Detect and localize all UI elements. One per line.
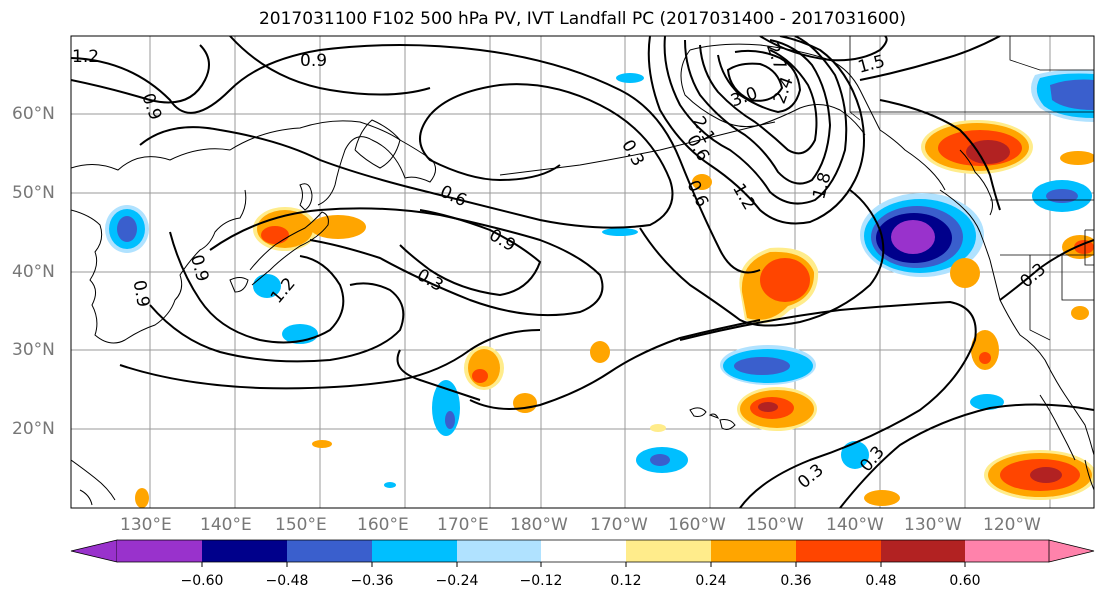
colorbar-bin: [541, 540, 626, 562]
colorbar-bin: [202, 540, 287, 562]
lon-label: 170°E: [437, 515, 489, 535]
anomaly-positive-small-10: [590, 341, 610, 363]
colorbar-tick-label: −0.24: [435, 573, 479, 589]
lon-label: 160°E: [357, 515, 409, 535]
colorbar: [70, 539, 1095, 567]
colorbar-bin: [965, 540, 1049, 562]
contour-label: 1.2: [72, 47, 99, 67]
anomaly-positive-small-16: [312, 440, 332, 448]
anomaly-positive-bc: [921, 120, 1033, 174]
colorbar-bin: [796, 540, 881, 562]
anomaly-positive-small-15: [692, 174, 712, 190]
anomaly-positive-small-2: [950, 258, 980, 288]
ivt-anomaly-fills: [105, 69, 1094, 508]
anomaly-negative-small-14: [602, 228, 638, 236]
map-title: 2017031100 F102 500 hPa PV, IVT Landfall…: [258, 9, 906, 29]
colorbar-tick-label: 0.24: [695, 573, 727, 589]
anomaly-positive-japan: [253, 207, 366, 251]
anomaly-positive-24n-150w: [737, 387, 817, 431]
anomaly-positive-40n-150w: [739, 247, 819, 324]
lat-label-60n: 60°N: [12, 104, 55, 124]
pv-contours: [71, 36, 1094, 508]
anomaly-negative-small-8: [253, 274, 281, 298]
anomaly-positive-sw-us: [984, 450, 1094, 500]
anomaly-negative-small-6: [841, 441, 869, 469]
colorbar-tick-label: −0.36: [350, 573, 394, 589]
anomaly-negative-small-13b: [650, 454, 670, 466]
anomaly-positive-small-1: [1060, 151, 1094, 165]
anomaly-negative-gulf-alaska: [860, 193, 984, 277]
anomaly-positive-small-17: [135, 488, 149, 508]
contour-label: 0.9: [129, 279, 153, 309]
colorbar-tick-label: 0.60: [949, 573, 981, 589]
anomaly-negative-pnw: [1032, 180, 1092, 212]
anomaly-negative-small-12b: [445, 411, 455, 429]
anomaly-positive-small-4: [1071, 306, 1089, 320]
contour-label: 0.9: [300, 51, 327, 71]
title-bar: 2017031100 F102 500 hPa PV, IVT Landfall…: [0, 0, 1105, 34]
colorbar-extend-high: [1048, 539, 1095, 563]
anomaly-positive-30n-170e: [464, 346, 504, 390]
colorbar-bin: [287, 540, 372, 562]
anomaly-negative-small-18: [616, 73, 644, 83]
anomaly-negative-canada: [1031, 69, 1094, 122]
colorbar-tick-label: −0.48: [265, 573, 309, 589]
colorbar-bin: [626, 540, 711, 562]
colorbar-tick-label: 0.48: [865, 573, 897, 589]
colorbar-tick-label: −0.12: [519, 573, 563, 589]
graticule: [71, 36, 1094, 508]
colorbar-tick-label: 0.36: [780, 573, 812, 589]
political-borders: [849, 36, 1094, 341]
anomaly-positive-small-19: [650, 424, 666, 432]
anomaly-positive-small-3: [971, 330, 999, 370]
anomaly-negative-32n-150w: [720, 345, 816, 385]
lat-label-50n: 50°N: [12, 183, 55, 203]
colorbar-tick-label: −0.60: [180, 573, 224, 589]
lat-label-30n: 30°N: [12, 340, 55, 360]
lat-label-40n: 40°N: [12, 262, 55, 282]
anomaly-positive-small-11: [513, 393, 537, 413]
anomaly-negative-small-5: [970, 394, 1004, 410]
map-frame: [70, 35, 1095, 509]
lon-label: 140°W: [826, 515, 884, 535]
lon-label: 160°W: [668, 515, 726, 535]
lon-label: 120°W: [983, 515, 1041, 535]
colorbar-bin: [117, 540, 202, 562]
anomaly-negative-korea: [105, 205, 149, 253]
lon-label: 150°E: [275, 515, 327, 535]
anomaly-negative-small-20: [384, 482, 396, 488]
colorbar-bin: [457, 540, 541, 562]
lat-label-20n: 20°N: [12, 419, 55, 439]
colorbar-extend-low: [70, 539, 118, 563]
colorbar-bin: [711, 540, 796, 562]
colorbar-bin: [881, 540, 965, 562]
anomaly-positive-small-7: [864, 490, 900, 506]
colorbar-bin: [372, 540, 457, 562]
lon-label: 180°W: [510, 515, 568, 535]
anomaly-positive-small-3b: [979, 352, 991, 364]
lon-label: 150°W: [746, 515, 804, 535]
colorbar-tick-label: 0.12: [610, 573, 642, 589]
lon-label: 130°W: [904, 515, 962, 535]
lon-label: 140°E: [200, 515, 252, 535]
lon-label: 170°W: [590, 515, 648, 535]
lon-label: 130°E: [120, 515, 172, 535]
